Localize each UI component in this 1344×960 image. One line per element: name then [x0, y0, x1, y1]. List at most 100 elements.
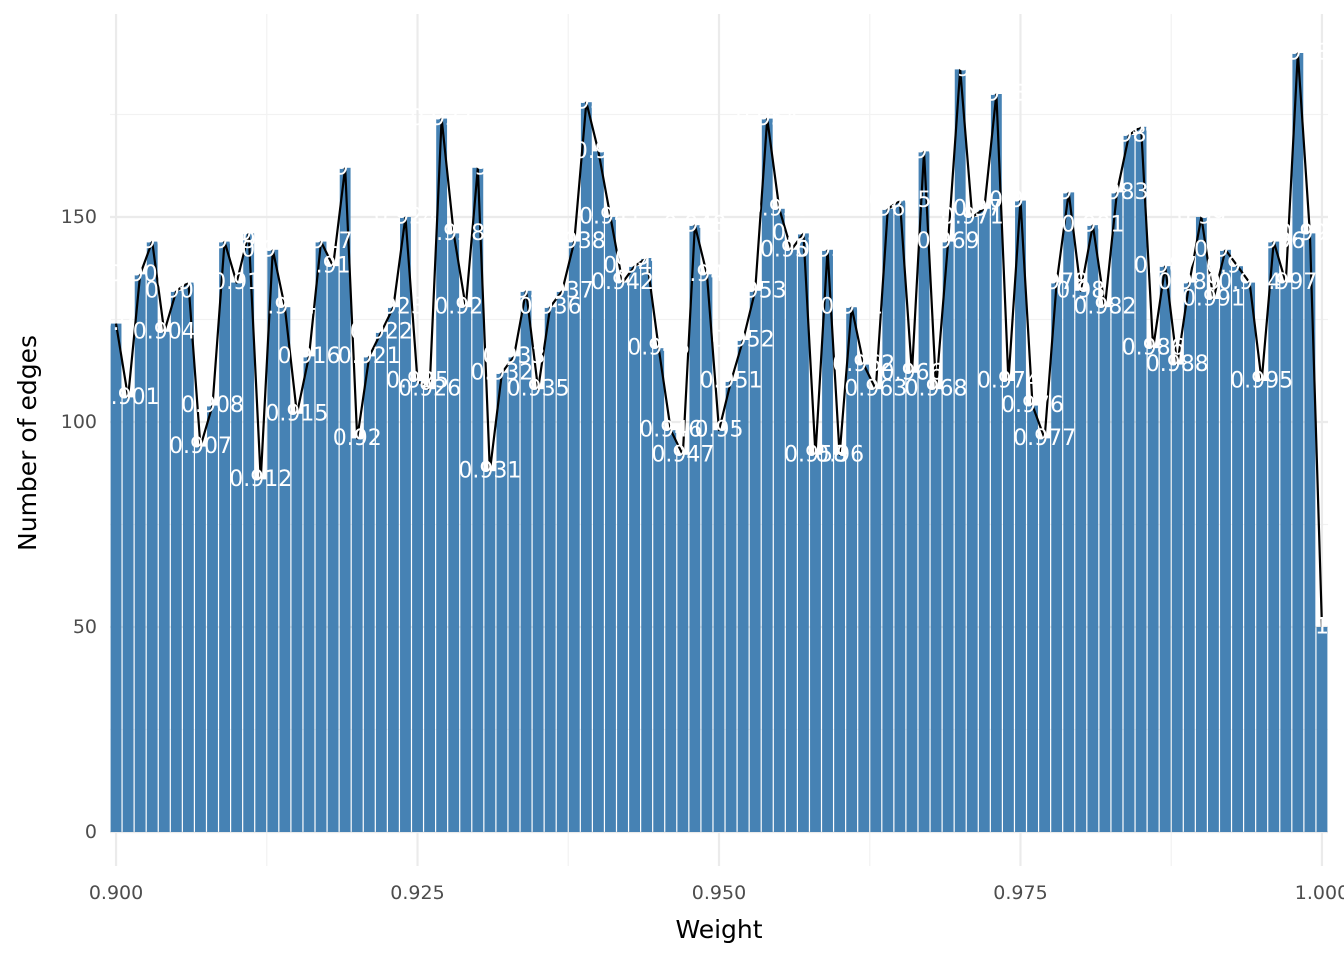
bar-label: 0.99 [1177, 205, 1226, 230]
bar-label: 0.952 [712, 328, 775, 353]
bar-label: 0.996 [1242, 229, 1305, 254]
bar [653, 348, 665, 832]
bar [1002, 381, 1014, 832]
y-axis-tick-labels: 0 50 100 150 [61, 206, 97, 843]
bar-label: 0.934 [495, 278, 558, 303]
bar-label: 0.944 [615, 246, 678, 271]
bar [351, 438, 363, 832]
bar-label: 0.917 [290, 229, 353, 254]
bar-label: 0.943 [603, 254, 666, 279]
bar [846, 307, 858, 832]
bar [412, 381, 423, 832]
bars [110, 53, 1328, 833]
bar [1147, 348, 1159, 832]
bar-label: 0.913 [241, 237, 304, 262]
bar-label: 0.919 [314, 155, 377, 180]
bar-label: 0.95 [695, 418, 744, 443]
bar-label: 0.958 [784, 442, 847, 467]
bar-label: 0.92 [333, 426, 382, 451]
bar [195, 446, 206, 832]
bar [822, 249, 833, 833]
bar [737, 340, 749, 832]
bar [363, 356, 375, 832]
x-tick-label: 0.975 [993, 882, 1047, 904]
bar [484, 471, 496, 832]
bar [580, 102, 592, 832]
bar-label: 0.933 [482, 344, 545, 369]
bar-label: 0.948 [663, 213, 726, 238]
bar [279, 307, 291, 832]
bar-label: 0.918 [302, 254, 365, 279]
y-tick-label: 100 [61, 411, 97, 433]
bar-label: 0.914 [253, 295, 316, 320]
bar [1087, 225, 1099, 832]
bar-label: 0.999 [1278, 221, 1341, 246]
bar-label: 0.998 [1266, 41, 1329, 66]
bar [797, 233, 809, 832]
bar-label: 0.969 [917, 229, 980, 254]
bar-label: 0.978 [1025, 270, 1088, 295]
bar [219, 241, 230, 833]
bar-label: 0.953 [724, 278, 787, 303]
bar [1195, 217, 1207, 832]
bar-label: 0.993 [1206, 254, 1269, 279]
bar [315, 241, 327, 833]
bar [327, 266, 339, 832]
bar-label: 0.91 [212, 270, 261, 295]
bar [1292, 53, 1304, 832]
bar-label: 0.954 [736, 106, 799, 131]
bar-label: 0.906 [157, 270, 220, 295]
bar [1244, 282, 1256, 833]
bar [508, 356, 520, 832]
bar [544, 307, 556, 832]
bar [713, 430, 725, 832]
bar-label: 0.905 [145, 278, 208, 303]
bar [568, 241, 580, 833]
bar [942, 241, 954, 833]
bar [110, 323, 122, 832]
bar-label: 0.97 [936, 57, 985, 82]
bar-label: 0.986 [1122, 336, 1185, 361]
bar-label: 0.907 [169, 434, 232, 459]
bar-label: 0.981 [1061, 213, 1124, 238]
bar-label: 0.972 [953, 196, 1016, 221]
bar [339, 167, 351, 833]
y-axis-title: Number of edges [13, 335, 42, 551]
bar [858, 364, 870, 832]
bar-label: 0.9 [99, 311, 134, 336]
bar-label: 0.984 [1098, 123, 1161, 148]
bar [1099, 307, 1111, 832]
bar [170, 290, 182, 832]
bar [424, 389, 436, 832]
bar [387, 307, 399, 832]
bar-label: 0.911 [217, 221, 280, 246]
bar-label: 0.991 [1182, 287, 1245, 312]
bar [303, 356, 315, 832]
bar-label: 0.977 [1013, 426, 1076, 451]
bar [255, 479, 267, 832]
bar-label: 0.939 [555, 90, 618, 115]
bar [725, 381, 737, 832]
bar [1051, 282, 1063, 833]
bar [749, 290, 761, 832]
bar-label: 0.931 [458, 459, 521, 484]
bar-label: 0.916 [277, 344, 340, 369]
bar [990, 94, 1002, 832]
bar [1159, 266, 1171, 832]
bar-label: 0.982 [1073, 295, 1136, 320]
x-axis-tick-labels: 0.900 0.925 0.950 0.975 1.000 [89, 882, 1344, 904]
bar [1183, 282, 1195, 833]
bar [556, 290, 568, 832]
bar [617, 282, 628, 833]
bar [966, 217, 978, 832]
bar [930, 389, 942, 832]
bar-label: 0.949 [675, 262, 738, 287]
bar [785, 249, 797, 833]
bar-label: 0.947 [651, 442, 714, 467]
bar [496, 372, 508, 832]
bar [918, 151, 930, 832]
bar-label: 0.925 [386, 369, 449, 394]
bar-label: 0.932 [470, 360, 533, 385]
bar [158, 331, 170, 832]
bar [1135, 126, 1147, 833]
